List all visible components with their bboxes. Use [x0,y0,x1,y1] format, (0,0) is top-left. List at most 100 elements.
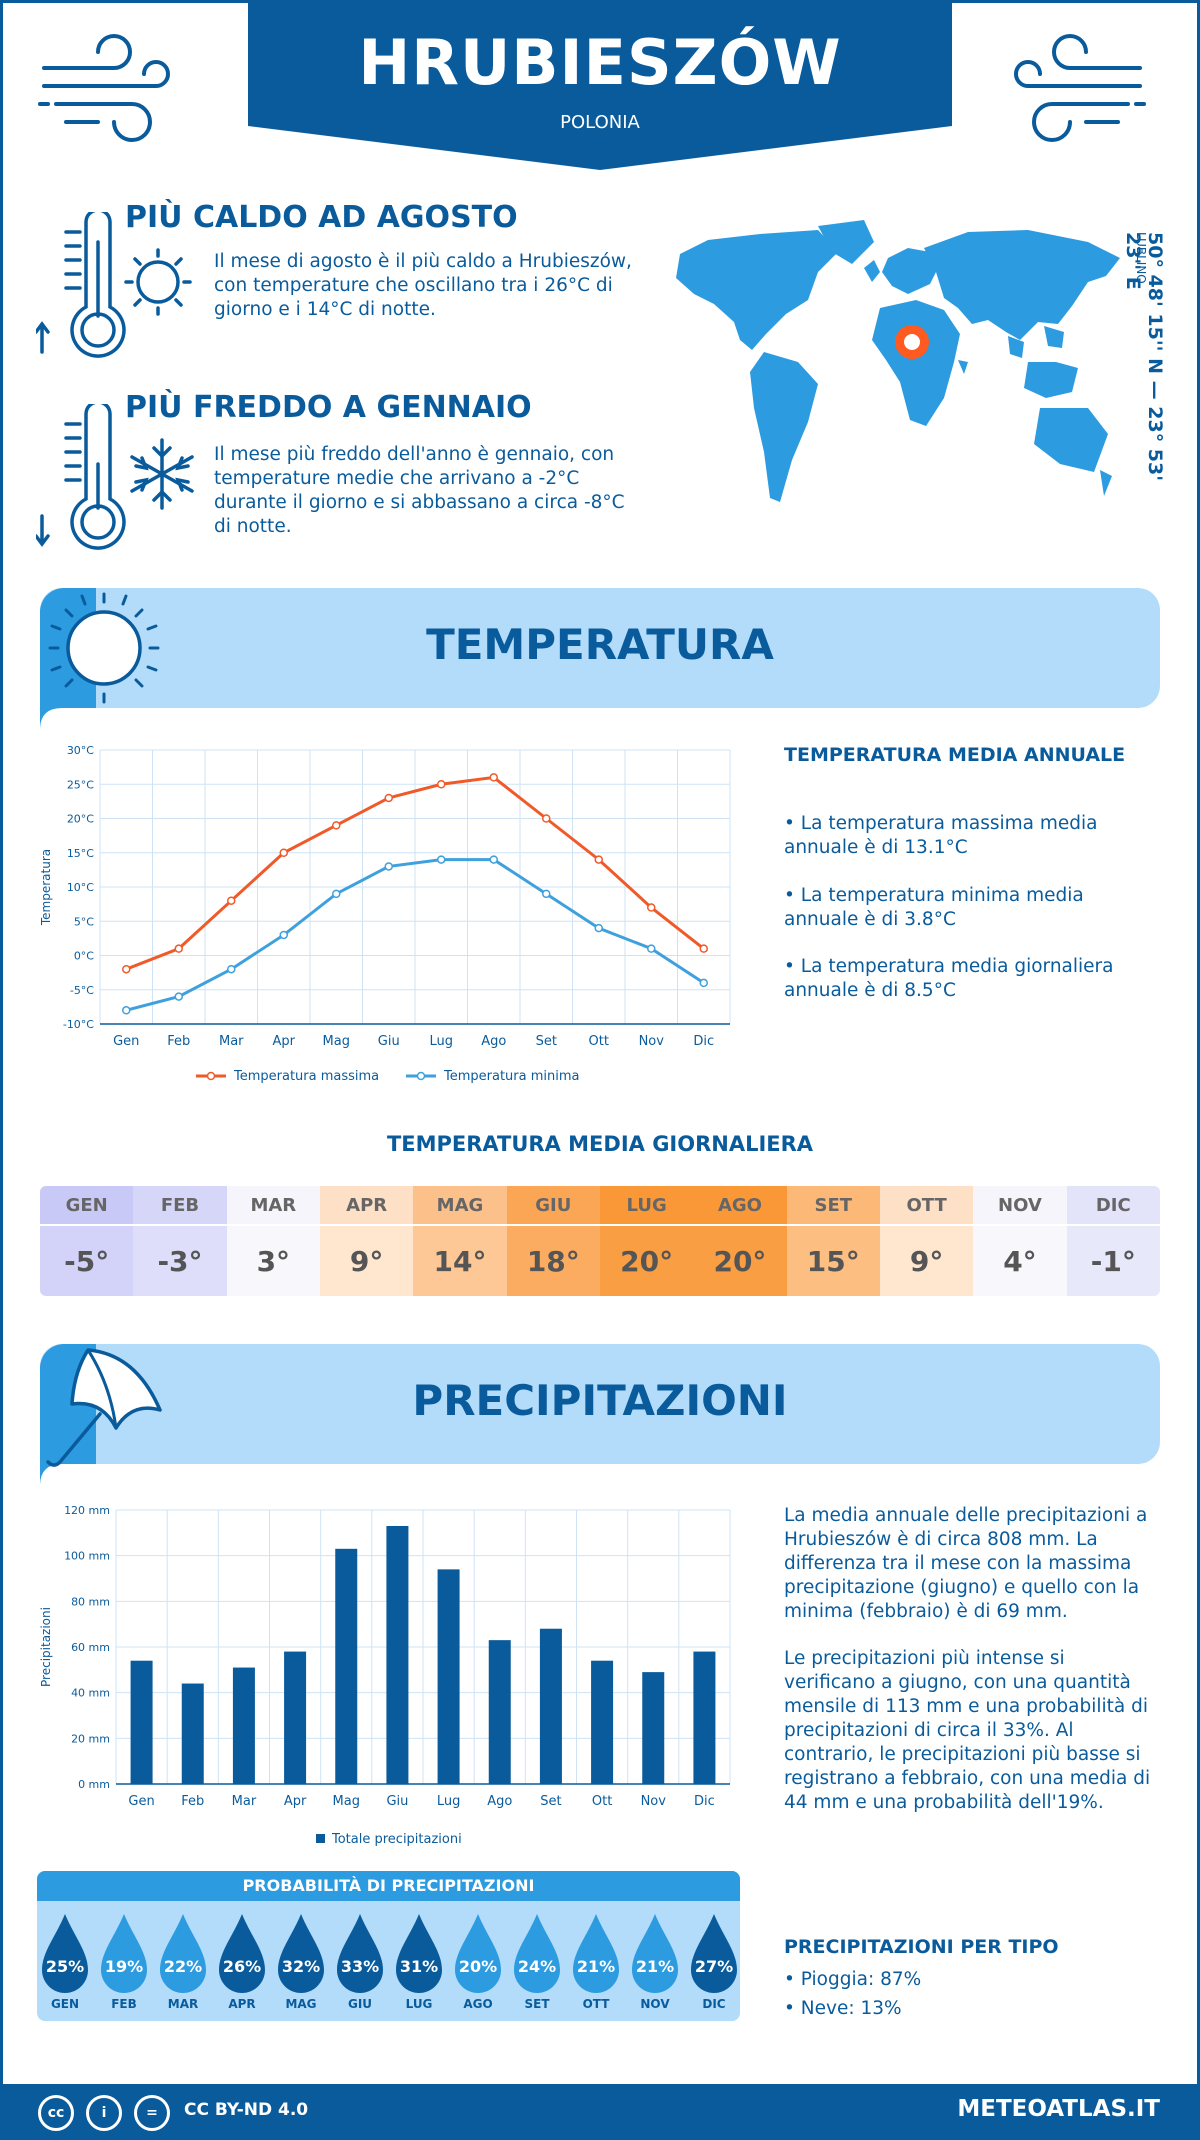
daily-month-label: OTT [879,1186,974,1224]
daily-cell: GIU 18° [506,1186,600,1296]
precipitation-probability-month: APR [228,1997,256,2011]
data-point [332,821,341,830]
x-tick-label: Dic [694,1794,715,1809]
snow-share: • Neve: 13% [784,1998,902,2019]
data-point [489,773,498,782]
daily-month-label: DIC [1066,1186,1160,1224]
daily-cell: MAR 3° [226,1186,320,1296]
coldest-month-title: PIÙ FREDDO A GENNAIO [125,390,532,425]
precipitation-probability-month: AGO [463,1997,493,2011]
y-tick-label: 5°C [74,915,94,928]
raindrop-icon [101,1914,147,1993]
y-tick-label: 20 mm [71,1732,110,1745]
wind-icon [38,34,170,142]
raindrop-shape [455,1914,501,1993]
data-point [279,848,288,857]
bar [591,1660,614,1784]
precipitation-type-title: PRECIPITAZIONI PER TIPO [784,1936,1059,1958]
x-tick-label: Ott [589,1034,609,1049]
bar [232,1667,255,1784]
raindrop-shape [278,1914,324,1993]
x-tick-label: Apr [273,1034,296,1049]
precipitation-probability-month: GEN [50,1997,80,2011]
bar [130,1660,153,1784]
daily-month-label: FEB [133,1186,227,1224]
daily-temperature-value: 14° [413,1224,507,1296]
data-point [699,978,708,988]
precipitation-probability-value: 26% [222,1957,262,1976]
precipitation-probability-value: 24% [517,1957,557,1976]
raindrop-shape [514,1914,560,1993]
data-point [122,1006,131,1015]
data-point [542,889,551,899]
daily-cell: LUG 20° [599,1186,694,1296]
bar [437,1569,460,1784]
legend-marker [206,1071,216,1081]
legend-marker [416,1071,426,1081]
person-icon: i [86,2095,122,2131]
x-tick-label: Nov [639,1034,665,1049]
daily-cell: GEN -5° [40,1186,134,1296]
legend-label: Temperatura massima [233,1069,379,1084]
precipitation-title: PRECIPITAZIONI [412,1376,788,1425]
umbrella-icon [40,1344,162,1484]
annual-temperature-title: TEMPERATURA MEDIA ANNUALE [784,744,1126,766]
raindrop-icon [455,1914,501,1993]
raindrop-icon [160,1914,206,1993]
daily-temperature-table: GEN -5° FEB -3° MAR 3° APR 9° MAG 14° GIU 18° LUG 20°… [40,1186,1160,1296]
raindrop-shape [42,1914,88,1993]
precipitation-probability-title: PROBABILITÀ DI PRECIPITAZIONI [37,1871,740,1901]
x-tick-label: Nov [641,1794,667,1809]
precipitation-probability-value: 25% [45,1957,85,1976]
temperature-line-chart: -10°C -5°C 0°C 5°C 10°C 15°C 20°C 25°C 30°C Gen Fe… [39,744,731,1084]
data-point [122,964,131,974]
precipitation-probability-month: NOV [640,1997,670,2011]
y-tick-label: 60 mm [71,1641,110,1654]
precipitation-probability-value: 22% [163,1957,203,1976]
bar [488,1640,511,1784]
data-point [384,862,393,871]
y-tick-label: -10°C [63,1018,94,1031]
daily-month-label: GIU [506,1186,600,1224]
data-point [489,855,498,864]
daily-temperature-value: 20° [599,1224,694,1296]
x-tick-label: Set [536,1034,557,1049]
x-tick-label: Feb [167,1034,190,1049]
data-point [437,855,446,864]
raindrop-icon [42,1914,88,1993]
data-point [279,930,288,940]
precipitation-probability-value: 21% [635,1957,675,1976]
raindrop-shape [160,1914,206,1993]
temperature-banner [40,588,1160,708]
precipitation-probability-month: SET [524,1997,550,2011]
x-tick-label: Dic [693,1034,714,1049]
precipitation-probability-value: 27% [694,1957,734,1976]
raindrop-icon [691,1914,737,1993]
warmest-month-text: Il mese di agosto è il più caldo a Hrubi… [214,251,632,320]
license-label: CC BY-ND 4.0 [184,2100,309,2120]
precipitation-probability-month: DIC [702,1997,726,2011]
bar [181,1683,204,1784]
y-tick-label: 80 mm [71,1595,110,1608]
data-point [174,944,183,953]
bar [693,1651,716,1784]
annual-mean-bullet: • La temperatura media giornaliera annua… [784,956,1114,1001]
x-tick-label: Ott [592,1794,612,1809]
x-tick-label: Set [540,1794,561,1809]
x-tick-label: Giu [378,1034,400,1049]
x-tick-label: Lug [429,1034,453,1049]
x-tick-label: Mag [323,1034,350,1049]
site-link[interactable]: METEOATLAS.IT [957,2096,1160,2122]
daily-cell: DIC -1° [1066,1186,1160,1296]
daily-temperature-value: 3° [226,1224,320,1296]
data-point [647,903,656,912]
raindrop-icon [632,1914,678,1993]
daily-month-label: LUG [599,1186,694,1224]
y-tick-label: 10°C [67,881,94,894]
daily-month-label: SET [786,1186,880,1224]
precipitation-probability-month: MAG [285,1997,317,2011]
raindrop-icon [573,1914,619,1993]
data-point [647,944,656,953]
daily-temperature-value: -1° [1066,1224,1160,1296]
series-line-min [125,858,705,1012]
